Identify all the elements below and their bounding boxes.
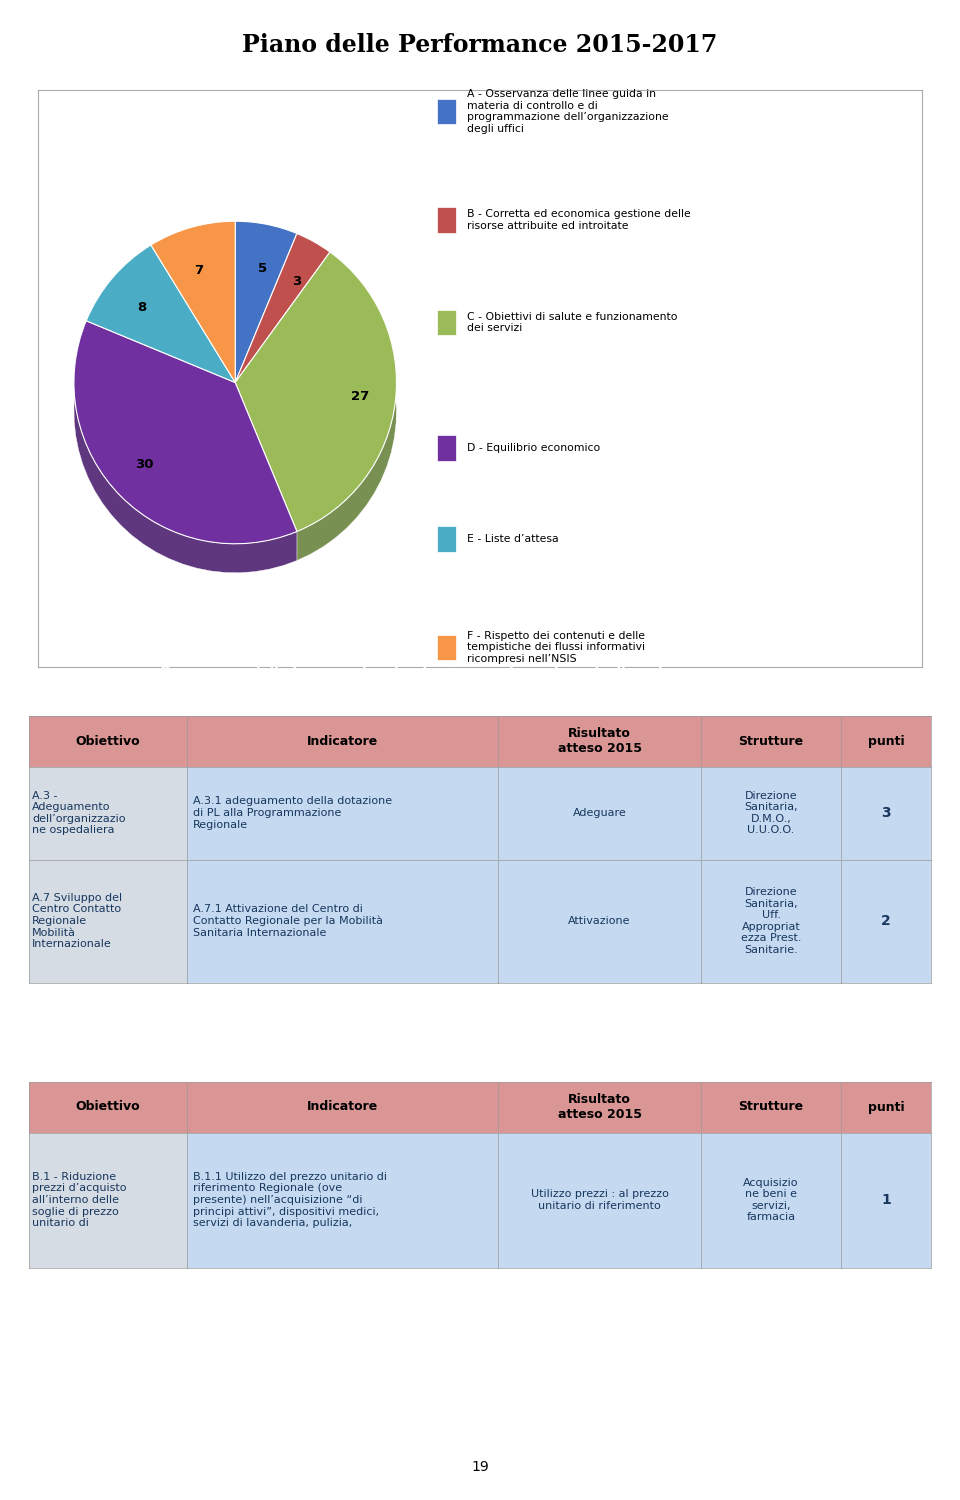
Text: Obiettivo: Obiettivo — [76, 1101, 140, 1113]
Text: Indicatore: Indicatore — [307, 1101, 378, 1113]
Text: 7: 7 — [195, 264, 204, 278]
Text: B - Corretta ed economica gestione delle
risorse attribuite ed introitate: B - Corretta ed economica gestione delle… — [468, 209, 691, 231]
Text: A.7 Sviluppo del
Centro Contatto
Regionale
Mobilità
Internazionale: A.7 Sviluppo del Centro Contatto Regiona… — [32, 892, 122, 950]
Text: Strutture: Strutture — [738, 1101, 804, 1113]
Text: Risultato
atteso 2015: Risultato atteso 2015 — [558, 1094, 641, 1120]
Text: C - Obiettivi di salute e funzionamento
dei servizi: C - Obiettivi di salute e funzionamento … — [468, 312, 678, 333]
Text: Risultato
atteso 2015: Risultato atteso 2015 — [558, 728, 641, 754]
Wedge shape — [74, 321, 297, 544]
Text: Direzione
Sanitaria,
D.M.O.,
U.U.O.O.: Direzione Sanitaria, D.M.O., U.U.O.O. — [744, 790, 798, 836]
Text: punti: punti — [868, 1101, 904, 1113]
Bar — [437, 99, 456, 124]
Text: F - Rispetto dei contenuti e delle
tempistiche dei flussi informativi
ricompresi: F - Rispetto dei contenuti e delle tempi… — [468, 632, 645, 664]
Wedge shape — [86, 244, 235, 382]
Bar — [437, 435, 456, 460]
Text: B.1 - Riduzione
prezzi d’acquisto
all’interno delle
soglie di prezzo
unitario di: B.1 - Riduzione prezzi d’acquisto all’in… — [32, 1172, 127, 1228]
Text: Adeguare: Adeguare — [573, 808, 627, 818]
Text: A.3 -
Adeguamento
dell’organizzazio
ne ospedaliera: A.3 - Adeguamento dell’organizzazio ne o… — [32, 790, 126, 836]
Text: 1: 1 — [881, 1192, 891, 1208]
Text: E - Liste d’attesa: E - Liste d’attesa — [468, 534, 559, 544]
Text: Indicatore: Indicatore — [307, 735, 378, 747]
Bar — [437, 526, 456, 552]
Text: Piano delle Performance 2015-2017: Piano delle Performance 2015-2017 — [242, 33, 718, 57]
Text: 3: 3 — [881, 806, 891, 820]
Wedge shape — [235, 252, 396, 531]
Wedge shape — [151, 220, 235, 382]
Text: 30: 30 — [134, 458, 153, 471]
Text: 5: 5 — [258, 262, 267, 274]
Polygon shape — [74, 321, 297, 573]
Text: Obiettivo: Obiettivo — [76, 735, 140, 747]
Text: A.7.1 Attivazione del Centro di
Contatto Regionale per la Mobilità
Sanitaria Int: A.7.1 Attivazione del Centro di Contatto… — [193, 904, 383, 938]
Bar — [437, 634, 456, 660]
Text: punti: punti — [868, 735, 904, 747]
Text: A.3.1 adeguamento della dotazione
di PL alla Programmazione
Regionale: A.3.1 adeguamento della dotazione di PL … — [193, 796, 392, 830]
Wedge shape — [235, 234, 330, 382]
Polygon shape — [297, 252, 396, 561]
Text: Attivazione: Attivazione — [568, 916, 631, 926]
Bar — [437, 207, 456, 232]
Wedge shape — [235, 220, 297, 382]
Text: Acquisizio
ne beni e
servizi,
farmacia: Acquisizio ne beni e servizi, farmacia — [743, 1178, 799, 1222]
Text: 19: 19 — [471, 1460, 489, 1474]
Text: 3: 3 — [292, 274, 301, 288]
Bar — [437, 309, 456, 336]
Text: D - Equilibrio economico: D - Equilibrio economico — [468, 442, 601, 453]
Text: Osservanza delle linee guida ed indirizzi in materia di controllo e di programma: Osservanza delle linee guida ed indirizz… — [160, 664, 800, 694]
Text: A - Osservanza delle linee guida in
materia di controllo e di
programmazione del: A - Osservanza delle linee guida in mate… — [468, 88, 669, 134]
Text: Corretta ed economica gestione delle risorse attribuite ed introitate: Corretta ed economica gestione delle ris… — [224, 1047, 736, 1059]
Text: 27: 27 — [350, 390, 369, 402]
Text: B.1.1 Utilizzo del prezzo unitario di
riferimento Regionale (ove
presente) nell’: B.1.1 Utilizzo del prezzo unitario di ri… — [193, 1172, 387, 1228]
Text: Strutture: Strutture — [738, 735, 804, 747]
Text: 2: 2 — [881, 914, 891, 928]
Text: Direzione
Sanitaria,
Uff.
Appropriat
ezza Prest.
Sanitarie.: Direzione Sanitaria, Uff. Appropriat ezz… — [741, 886, 802, 956]
Text: Utilizzo prezzi : al prezzo
unitario di riferimento: Utilizzo prezzi : al prezzo unitario di … — [531, 1190, 668, 1210]
Text: 8: 8 — [137, 300, 147, 313]
